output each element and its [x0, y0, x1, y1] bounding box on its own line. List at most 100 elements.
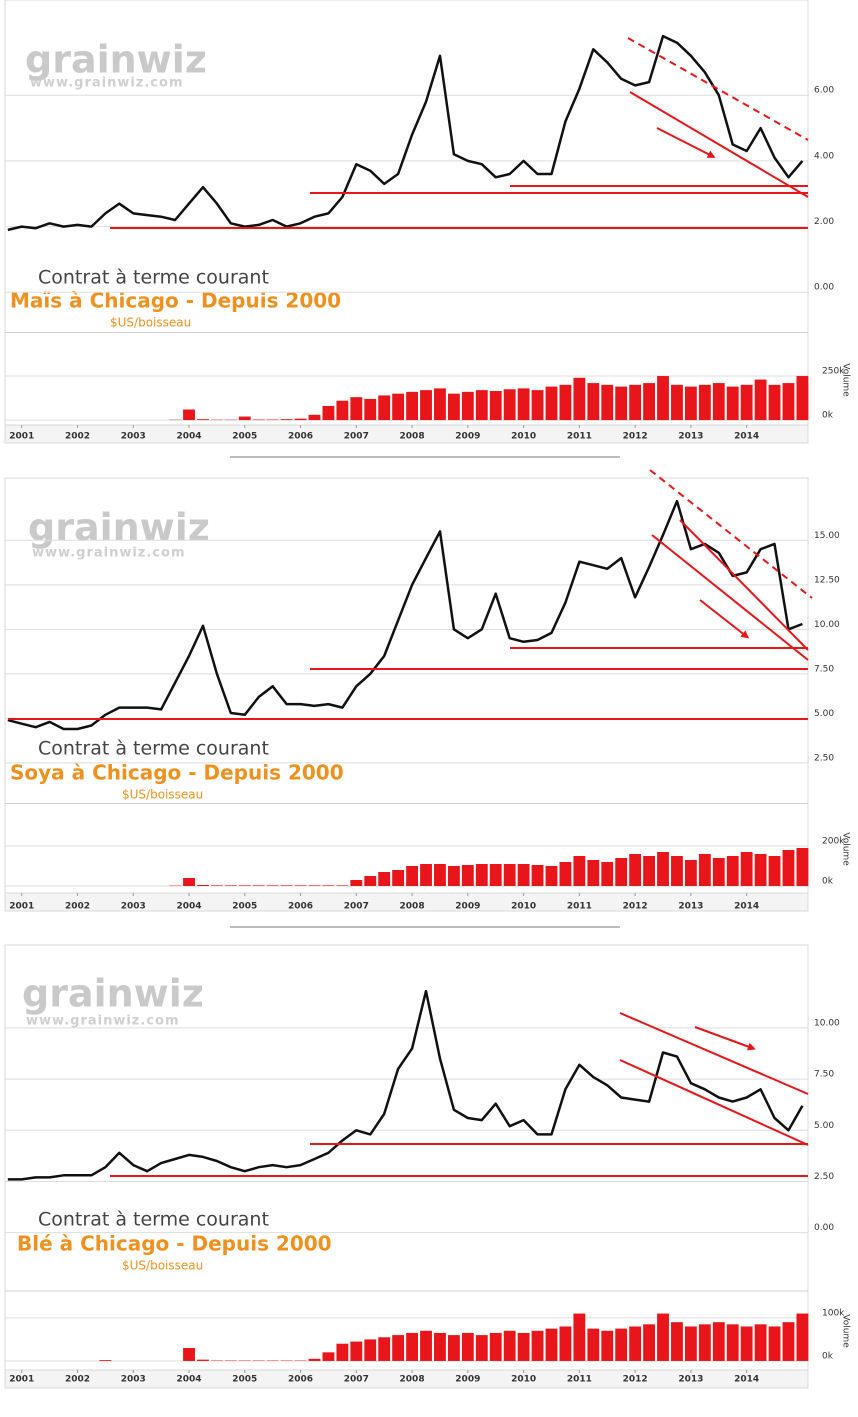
watermark: grainwiz: [22, 972, 204, 1016]
watermark-url: www.grainwiz.com: [30, 76, 184, 91]
volume-bar: [280, 885, 293, 886]
volume-bar: [266, 419, 279, 421]
trend-line: [679, 519, 809, 651]
volume-bar: [796, 1313, 809, 1361]
y-tick-label: 12.50: [814, 575, 840, 585]
volume-axis-label: Volume: [841, 363, 851, 397]
volume-bar: [308, 414, 321, 421]
x-tick-label: 2008: [400, 1375, 425, 1385]
volume-bar: [489, 1332, 502, 1361]
volume-bar: [740, 852, 753, 886]
chart-title: Contrat à terme courant: [38, 267, 269, 289]
volume-bar: [475, 864, 488, 886]
volume-bar: [517, 388, 530, 421]
volume-bar: [615, 1328, 628, 1361]
volume-bar: [336, 1343, 349, 1361]
y-tick-label: 2.50: [814, 1172, 834, 1182]
volume-bar: [768, 856, 781, 886]
x-tick-label: 2009: [455, 432, 480, 442]
volume-bar: [768, 384, 781, 421]
volume-bar: [573, 1313, 586, 1361]
volume-bar: [712, 858, 725, 886]
x-tick-label: 2009: [455, 1375, 480, 1385]
volume-bar: [183, 1348, 195, 1361]
volume-bar: [726, 1324, 739, 1361]
volume-bar: [99, 1360, 112, 1361]
x-tick-label: 2007: [344, 432, 369, 442]
unit-label: $US/boisseau: [122, 1259, 203, 1273]
x-tick-label: 2008: [400, 902, 425, 912]
volume-bar: [782, 383, 795, 421]
x-tick-label: 2011: [567, 902, 592, 912]
volume-bar: [587, 1328, 600, 1361]
volume-bar: [503, 389, 516, 421]
volume-bar: [517, 864, 530, 886]
x-tick-label: 2005: [232, 1375, 257, 1385]
volume-bar: [322, 1352, 335, 1361]
volume-bar: [447, 393, 460, 421]
x-axis-strip: [4, 1369, 809, 1389]
arrow: [694, 1026, 756, 1051]
y-tick-label: 5.00: [814, 1121, 834, 1131]
volume-bar: [224, 885, 237, 886]
volume-bar: [671, 1322, 683, 1361]
volume-bar: [183, 878, 195, 886]
volume-bar: [684, 860, 697, 886]
volume-tick-label: 0k: [822, 411, 834, 421]
y-tick-label: 2.00: [814, 217, 834, 227]
volume-bar: [587, 860, 600, 886]
volume-bar: [210, 885, 223, 886]
volume-bar: [698, 384, 711, 421]
volume-bar: [601, 1330, 614, 1361]
volume-bar: [238, 885, 251, 886]
x-tick-label: 2011: [567, 1375, 592, 1385]
volume-bar: [643, 383, 655, 421]
volume-bar: [726, 386, 739, 421]
watermark-url: www.grainwiz.com: [26, 1014, 180, 1029]
volume-bar: [252, 885, 265, 886]
volume-bar: [406, 391, 419, 421]
x-tick-label: 2002: [65, 432, 90, 442]
volume-bar: [629, 854, 642, 886]
volume-bar: [531, 865, 544, 886]
volume-bar: [238, 416, 251, 421]
chart-title: Contrat à terme courant: [38, 1209, 269, 1231]
x-tick-label: 2009: [455, 902, 480, 912]
volume-bar: [420, 1330, 432, 1361]
volume-bar: [531, 1330, 544, 1361]
volume-bar: [322, 885, 335, 886]
volume-bar: [378, 872, 391, 886]
volume-bar: [740, 1326, 753, 1361]
x-tick-label: 2001: [9, 1375, 34, 1385]
volume-bar: [489, 864, 502, 886]
watermark: grainwiz: [25, 38, 207, 82]
volume-bar: [545, 386, 558, 421]
volume-bar: [447, 866, 460, 886]
x-tick-label: 2001: [9, 432, 34, 442]
volume-bar: [796, 376, 809, 421]
volume-bar: [657, 852, 669, 886]
chart-title: Contrat à terme courant: [38, 738, 269, 760]
x-tick-label: 2005: [232, 902, 257, 912]
volume-bar: [712, 383, 725, 421]
volume-bar: [671, 856, 683, 886]
y-tick-label: 7.50: [814, 1070, 834, 1080]
volume-tick-label: 0k: [822, 877, 834, 887]
trend-line: [627, 37, 809, 141]
x-tick-label: 2004: [176, 1375, 201, 1385]
volume-bar: [447, 1335, 460, 1361]
y-tick-label: 0.00: [814, 1223, 834, 1233]
volume-bar: [350, 880, 363, 886]
volume-tick-label: 250k: [822, 367, 845, 377]
x-tick-label: 2011: [567, 432, 592, 442]
volume-bar: [643, 1324, 655, 1361]
volume-bar: [392, 870, 405, 886]
volume-bar: [754, 379, 767, 421]
volume-bar: [698, 1324, 711, 1361]
volume-bar: [434, 1332, 446, 1361]
volume-bar: [197, 1359, 209, 1361]
x-tick-label: 2003: [121, 1375, 146, 1385]
volume-bar: [322, 405, 335, 421]
volume-bar: [657, 1313, 669, 1361]
